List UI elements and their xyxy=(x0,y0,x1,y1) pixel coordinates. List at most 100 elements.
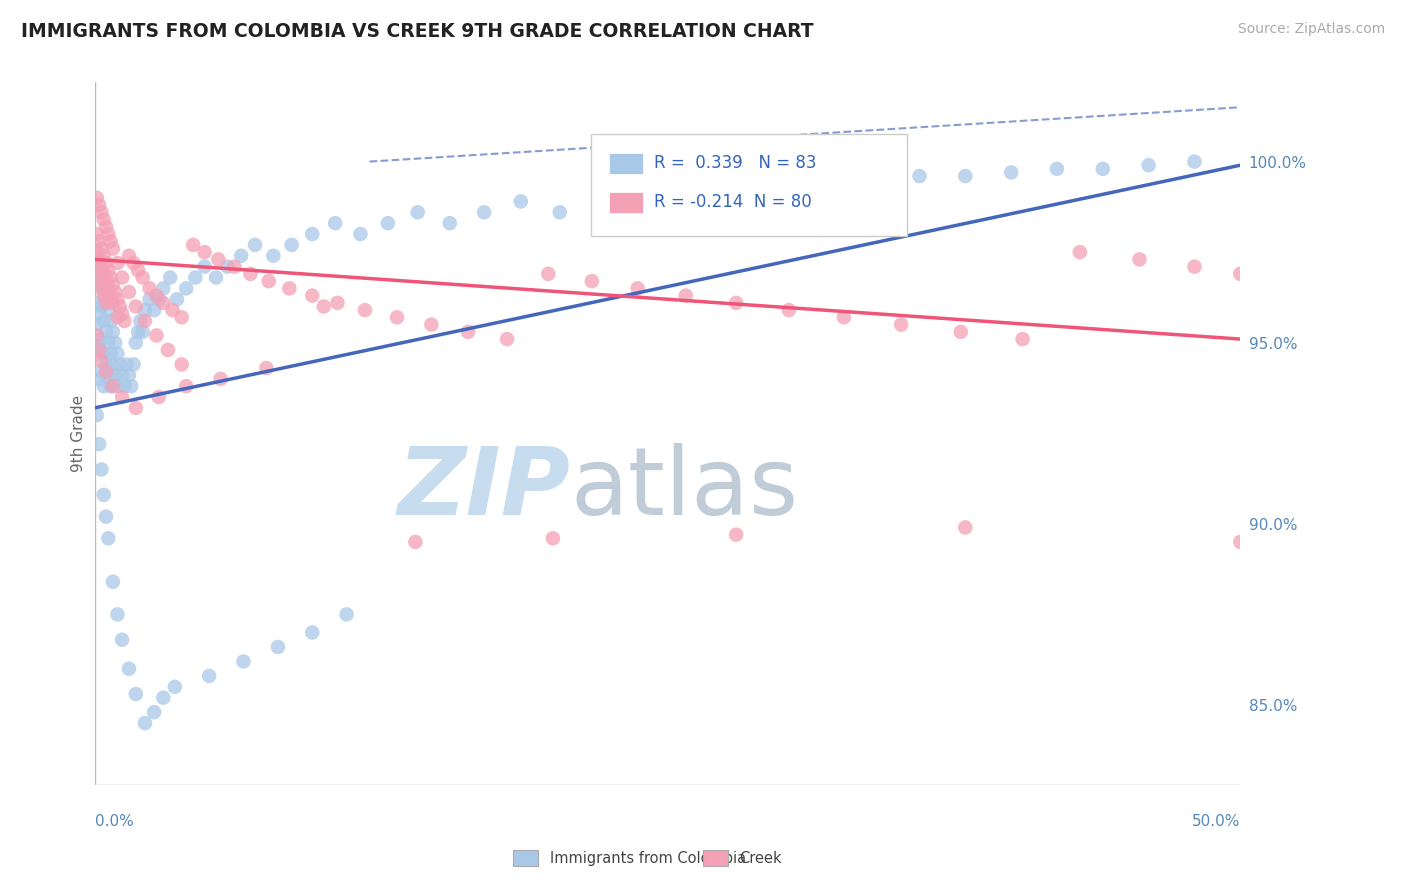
Point xyxy=(104,335,127,350)
Point xyxy=(97,281,120,295)
Point xyxy=(280,238,302,252)
Point xyxy=(101,358,124,372)
Point xyxy=(120,379,142,393)
Point xyxy=(509,194,531,209)
Point xyxy=(1229,535,1251,549)
Point xyxy=(174,379,197,393)
Point xyxy=(170,310,193,325)
Point xyxy=(301,227,323,241)
Point xyxy=(134,303,156,318)
Point xyxy=(232,655,254,669)
Point xyxy=(129,314,152,328)
Point xyxy=(89,274,111,288)
Point xyxy=(349,227,371,241)
Point xyxy=(725,527,748,541)
Point xyxy=(93,281,115,295)
Point xyxy=(93,288,115,302)
Point xyxy=(1229,267,1251,281)
Point xyxy=(406,205,429,219)
Point xyxy=(181,238,204,252)
Point xyxy=(152,690,174,705)
Point xyxy=(134,716,156,731)
Point xyxy=(97,303,120,318)
Point xyxy=(90,332,112,346)
Point xyxy=(148,292,170,306)
Point xyxy=(104,285,127,299)
Point xyxy=(377,216,399,230)
Point xyxy=(118,662,141,676)
Point xyxy=(537,267,560,281)
Point xyxy=(107,310,129,325)
Point xyxy=(145,288,167,302)
Point xyxy=(86,346,108,360)
Point xyxy=(111,307,134,321)
Point xyxy=(170,358,193,372)
Point xyxy=(112,314,135,328)
Point xyxy=(89,234,111,248)
Point xyxy=(209,372,232,386)
Point xyxy=(267,640,290,654)
Point xyxy=(93,488,115,502)
Point xyxy=(125,687,148,701)
Point xyxy=(675,288,697,302)
Point xyxy=(107,379,129,393)
Point xyxy=(627,281,650,295)
Point xyxy=(89,339,111,353)
Point xyxy=(127,325,149,339)
Point xyxy=(94,296,117,310)
Point xyxy=(100,346,122,360)
Point xyxy=(90,281,112,295)
Point xyxy=(420,318,443,332)
Point xyxy=(97,227,120,241)
Point xyxy=(104,368,127,383)
Point xyxy=(633,184,655,198)
Point xyxy=(94,292,117,306)
Point xyxy=(207,252,229,267)
Point xyxy=(89,274,111,288)
Point xyxy=(125,300,148,314)
Point xyxy=(86,260,108,274)
Point xyxy=(138,281,160,295)
Y-axis label: 9th Grade: 9th Grade xyxy=(72,394,86,472)
Point xyxy=(679,194,702,209)
Point xyxy=(90,365,112,379)
Text: Source: ZipAtlas.com: Source: ZipAtlas.com xyxy=(1237,22,1385,37)
Text: Creek: Creek xyxy=(740,851,782,865)
Point xyxy=(118,249,141,263)
Point xyxy=(131,325,153,339)
Point xyxy=(90,300,112,314)
Point xyxy=(174,281,197,295)
Point xyxy=(86,318,108,332)
Point xyxy=(152,296,174,310)
Point xyxy=(1184,154,1206,169)
Point xyxy=(90,260,112,274)
Point xyxy=(257,274,280,288)
Point xyxy=(496,332,519,346)
Point xyxy=(148,390,170,404)
Point xyxy=(159,270,181,285)
Point xyxy=(217,260,239,274)
Point xyxy=(890,318,912,332)
Point xyxy=(193,260,215,274)
Text: R = -0.214  N = 80: R = -0.214 N = 80 xyxy=(654,194,811,211)
Point xyxy=(86,296,108,310)
Point xyxy=(118,368,141,383)
Point xyxy=(89,198,111,212)
Point xyxy=(125,335,148,350)
Point xyxy=(100,288,122,302)
Point xyxy=(86,328,108,343)
Point xyxy=(101,325,124,339)
Point xyxy=(581,274,603,288)
Point xyxy=(97,531,120,545)
Point xyxy=(112,379,135,393)
Point xyxy=(89,252,111,267)
Point xyxy=(725,296,748,310)
Text: 50.0%: 50.0% xyxy=(1192,814,1240,829)
Point xyxy=(1091,161,1114,176)
Point xyxy=(163,680,186,694)
Point xyxy=(1000,165,1022,179)
Point xyxy=(832,310,855,325)
Point xyxy=(94,219,117,234)
Point xyxy=(143,705,166,719)
Point xyxy=(90,205,112,219)
